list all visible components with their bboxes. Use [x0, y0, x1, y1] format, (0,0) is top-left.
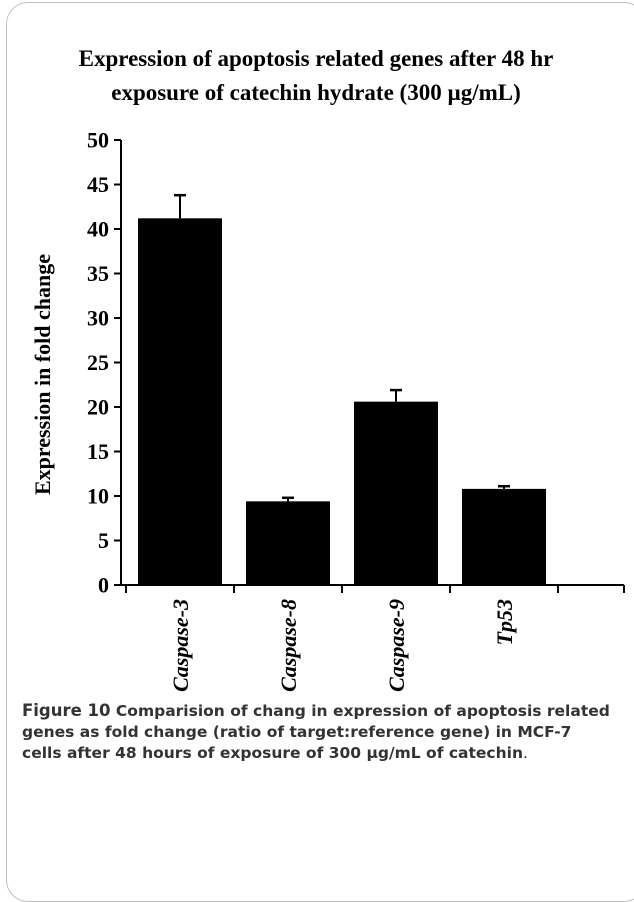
bars — [138, 218, 546, 585]
y-tick-label: 0 — [98, 573, 109, 598]
y-tick-label: 15 — [87, 439, 109, 464]
bar-tp53 — [462, 488, 546, 585]
x-axis — [121, 584, 625, 593]
y-tick-label: 35 — [87, 261, 109, 286]
category-label: Caspase-9 — [384, 599, 409, 692]
y-tick-label: 50 — [87, 128, 109, 153]
y-tick-label: 5 — [98, 528, 109, 553]
figure-label: Figure 10 — [22, 701, 111, 720]
category-label: Tp53 — [492, 599, 517, 645]
y-tick-label: 10 — [87, 484, 109, 509]
category-label: Caspase-3 — [168, 599, 193, 692]
chart-title: Expression of apoptosis related genes af… — [79, 46, 554, 105]
figure-caption: Figure 10 Comparision of chang in expres… — [22, 700, 612, 764]
caption-text: Comparision of chang in expression of ap… — [22, 702, 610, 762]
chart-title-line-2: exposure of catechin hydrate (300 µg/mL) — [111, 80, 521, 105]
category-labels: Caspase-3 Caspase-8 Caspase-9 Tp53 — [168, 599, 517, 692]
y-tick-label: 40 — [87, 217, 109, 242]
bar-caspase-3 — [138, 218, 222, 585]
y-tick-label: 30 — [87, 306, 109, 331]
y-tick-label: 45 — [87, 172, 109, 197]
error-bars — [174, 193, 510, 502]
category-label: Caspase-8 — [276, 599, 301, 692]
bar-caspase-8 — [246, 501, 330, 585]
y-tick-label: 25 — [87, 350, 109, 375]
y-axis: 0 5 10 15 20 25 30 35 40 45 50 — [87, 128, 122, 598]
chart-title-line-1: Expression of apoptosis related genes af… — [79, 46, 554, 71]
y-axis-label: Expression in fold change — [30, 254, 55, 495]
bar-caspase-9 — [354, 401, 438, 585]
y-tick-label: 20 — [87, 395, 109, 420]
bar-chart: Expression of apoptosis related genes af… — [30, 46, 625, 692]
caption-end: . — [522, 744, 528, 762]
